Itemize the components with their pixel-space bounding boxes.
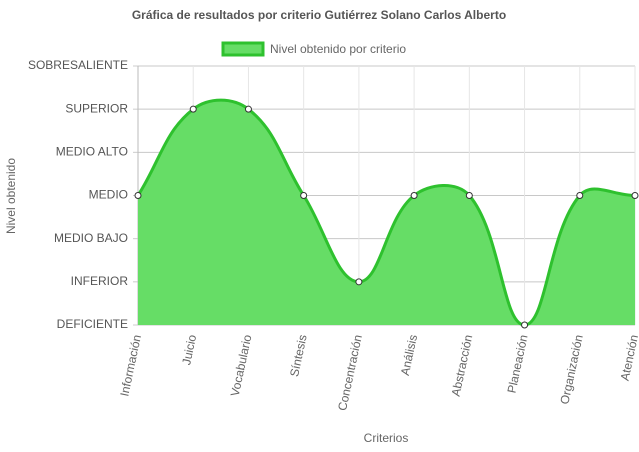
x-tick-label: Información xyxy=(117,333,144,397)
point xyxy=(631,192,639,199)
point xyxy=(189,105,197,113)
x-tick-label: Vocabulario xyxy=(228,333,255,398)
x-axis-title: Criterios xyxy=(364,431,409,445)
y-tick-label: MEDIO BAJO xyxy=(54,231,128,245)
point xyxy=(355,278,363,286)
y-tick-label: SUPERIOR xyxy=(65,101,128,115)
y-tick-label: DEFICIENTE xyxy=(57,317,128,331)
point xyxy=(134,192,142,199)
point xyxy=(465,192,473,199)
y-tick-label: MEDIO ALTO xyxy=(56,145,128,159)
y-tick-label: MEDIO xyxy=(89,188,128,202)
area xyxy=(138,100,635,326)
x-tick-label: Juicio xyxy=(179,333,199,366)
point xyxy=(300,192,308,199)
point xyxy=(410,192,418,199)
x-tick-label: Abstracción xyxy=(449,333,476,397)
point xyxy=(244,105,252,113)
line xyxy=(136,98,636,327)
x-tick-label: Análisis xyxy=(398,333,420,376)
y-tick-label: INFERIOR xyxy=(71,274,129,288)
point xyxy=(521,321,529,329)
legend-label: Nivel obtenido por criterio xyxy=(270,42,406,56)
x-tick-label: Atención xyxy=(618,333,639,382)
x-tick-label: Síntesis xyxy=(287,333,310,378)
chart-title: Gráfica de resultados por criterio Gutié… xyxy=(132,8,506,22)
x-tick-label: Concentración xyxy=(335,333,365,412)
point xyxy=(576,192,584,199)
x-tick-label: Organización xyxy=(557,333,585,405)
legend-swatch xyxy=(221,41,265,57)
x-tick-label: Planeación xyxy=(505,333,531,394)
y-axis-title: Nivel obtenido xyxy=(4,158,18,234)
y-tick-label: SOBRESALIENTE xyxy=(28,58,128,72)
